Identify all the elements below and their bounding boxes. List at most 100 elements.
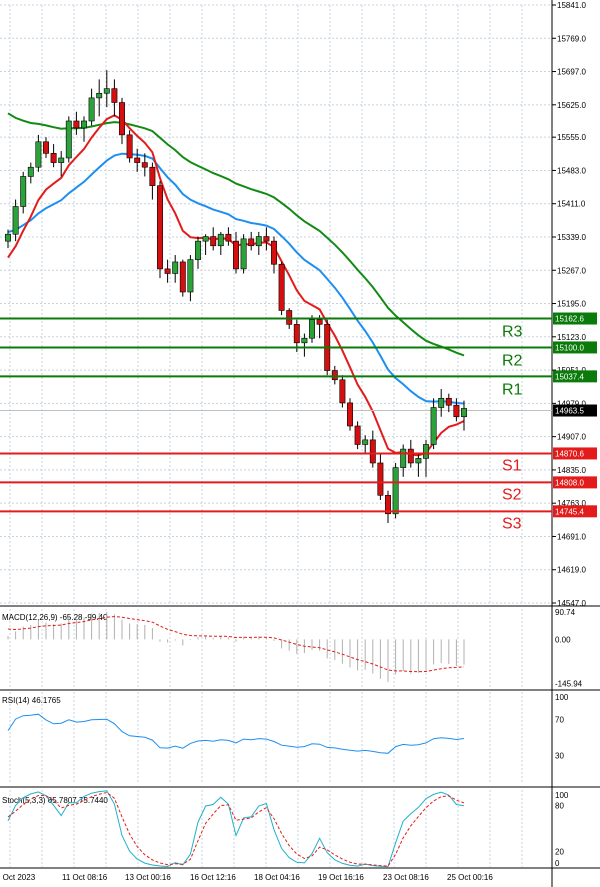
rsi-panel: RSI(14) 46.1765 100 70 30 bbox=[2, 693, 569, 761]
candle bbox=[179, 259, 186, 297]
price-tick-label: 15339.0 bbox=[557, 233, 586, 242]
candle bbox=[354, 421, 361, 450]
candle-body-down bbox=[316, 319, 323, 325]
price-tick-label: 15195.0 bbox=[557, 300, 586, 309]
level-price-tag bbox=[553, 476, 597, 489]
candle bbox=[96, 79, 103, 117]
candle bbox=[172, 255, 179, 283]
price-tick-label: 15625.0 bbox=[557, 101, 586, 110]
candle bbox=[149, 162, 156, 200]
candle bbox=[210, 227, 217, 251]
price-tick-label: 14907.0 bbox=[557, 433, 586, 442]
candle-body-up bbox=[65, 120, 72, 159]
price-tick-label: 14835.0 bbox=[557, 466, 586, 475]
candle-body-up bbox=[240, 238, 247, 270]
candle bbox=[385, 490, 391, 524]
level-label-r1: R1 bbox=[502, 381, 523, 398]
candle bbox=[415, 453, 422, 477]
candle-body-up bbox=[27, 166, 34, 177]
candle bbox=[255, 231, 262, 256]
price-tick-label: 15411.0 bbox=[557, 200, 586, 209]
level-price-tag-text: 14745.4 bbox=[555, 507, 584, 516]
blue-moving-average-line bbox=[7, 152, 465, 405]
level-price-tag-text: 14808.0 bbox=[555, 478, 584, 487]
candle-body-up bbox=[5, 233, 11, 242]
time-label: 25 Oct 00:16 bbox=[447, 873, 493, 882]
stoch-tick-label: 20 bbox=[555, 848, 564, 857]
candle-body-down bbox=[271, 240, 277, 265]
level-label-r3: R3 bbox=[502, 324, 523, 341]
time-label: 9 Oct 2023 bbox=[0, 873, 36, 882]
candle-body-down bbox=[111, 88, 118, 103]
candle bbox=[445, 393, 452, 413]
current-price-tag-text: 14963.5 bbox=[555, 407, 584, 416]
time-label: 13 Oct 00:16 bbox=[125, 873, 171, 882]
candle-body-down bbox=[339, 379, 346, 404]
candle-body-down bbox=[210, 236, 217, 247]
candle bbox=[438, 389, 445, 417]
candle-body-up bbox=[430, 407, 437, 445]
candle-body-down bbox=[293, 324, 300, 344]
candle bbox=[217, 231, 224, 256]
time-label: 23 Oct 08:16 bbox=[383, 873, 429, 882]
candle-body-up bbox=[195, 240, 201, 260]
candle bbox=[103, 70, 110, 108]
candle-body-down bbox=[347, 402, 353, 427]
macd-tick-label: 90.74 bbox=[555, 608, 576, 617]
price-tick-label: 15769.0 bbox=[557, 34, 586, 43]
candle-body-up bbox=[20, 176, 27, 207]
candle bbox=[157, 181, 163, 279]
candle bbox=[301, 333, 308, 357]
candle bbox=[309, 315, 315, 343]
candle bbox=[347, 398, 353, 431]
grid-lines bbox=[0, 4, 552, 867]
candle-body-up bbox=[103, 88, 110, 94]
level-label-s1: S1 bbox=[502, 457, 522, 474]
level-label-s2: S2 bbox=[502, 486, 522, 503]
candle-body-down bbox=[445, 397, 452, 406]
candle bbox=[400, 444, 407, 477]
candle bbox=[392, 462, 399, 519]
rsi-tick-label: 70 bbox=[555, 715, 564, 724]
candle bbox=[35, 134, 42, 172]
macd-tick-label: 0.00 bbox=[555, 635, 571, 644]
candle bbox=[119, 97, 125, 145]
candle bbox=[423, 439, 429, 477]
candle-body-up bbox=[202, 236, 209, 242]
candle-body-up bbox=[187, 259, 194, 293]
price-tick-label: 15483.0 bbox=[557, 166, 586, 175]
macd-tick-label: -145.94 bbox=[555, 680, 583, 689]
candle-body-down bbox=[164, 268, 171, 274]
candle-body-down bbox=[377, 462, 384, 496]
level-label-r2: R2 bbox=[502, 352, 523, 369]
price-tick-label: 15123.0 bbox=[557, 333, 586, 342]
candle bbox=[141, 153, 148, 177]
candle bbox=[271, 236, 277, 274]
candle bbox=[461, 400, 467, 431]
candle-body-down bbox=[134, 157, 141, 163]
candle-body-up bbox=[81, 120, 87, 129]
macd-signal-line bbox=[7, 616, 465, 673]
candle-body-up bbox=[400, 448, 407, 468]
candle-body-down bbox=[126, 134, 133, 159]
time-label: 16 Oct 12:16 bbox=[190, 873, 236, 882]
candle-body-down bbox=[157, 185, 163, 270]
candle bbox=[27, 162, 34, 184]
candle bbox=[88, 88, 95, 126]
candle bbox=[164, 259, 171, 283]
candle-body-up bbox=[415, 458, 422, 464]
candle-body-up bbox=[461, 408, 467, 418]
stoch-title: Stoch(5,3,3) 65.7807 75.7440 bbox=[2, 796, 108, 805]
candle-body-down bbox=[407, 448, 414, 464]
price-tick-label: 14763.0 bbox=[557, 499, 586, 508]
candle bbox=[263, 227, 270, 251]
level-label-s3: S3 bbox=[502, 515, 522, 532]
price-tick-label: 15267.0 bbox=[557, 266, 586, 275]
level-price-tag-text: 15037.4 bbox=[555, 372, 584, 381]
candle bbox=[240, 234, 247, 274]
candle bbox=[331, 365, 338, 385]
candle-body-down bbox=[43, 141, 49, 154]
candlesticks bbox=[5, 70, 467, 524]
stoch-tick-label: 80 bbox=[555, 801, 564, 810]
candle-body-down bbox=[179, 261, 186, 293]
